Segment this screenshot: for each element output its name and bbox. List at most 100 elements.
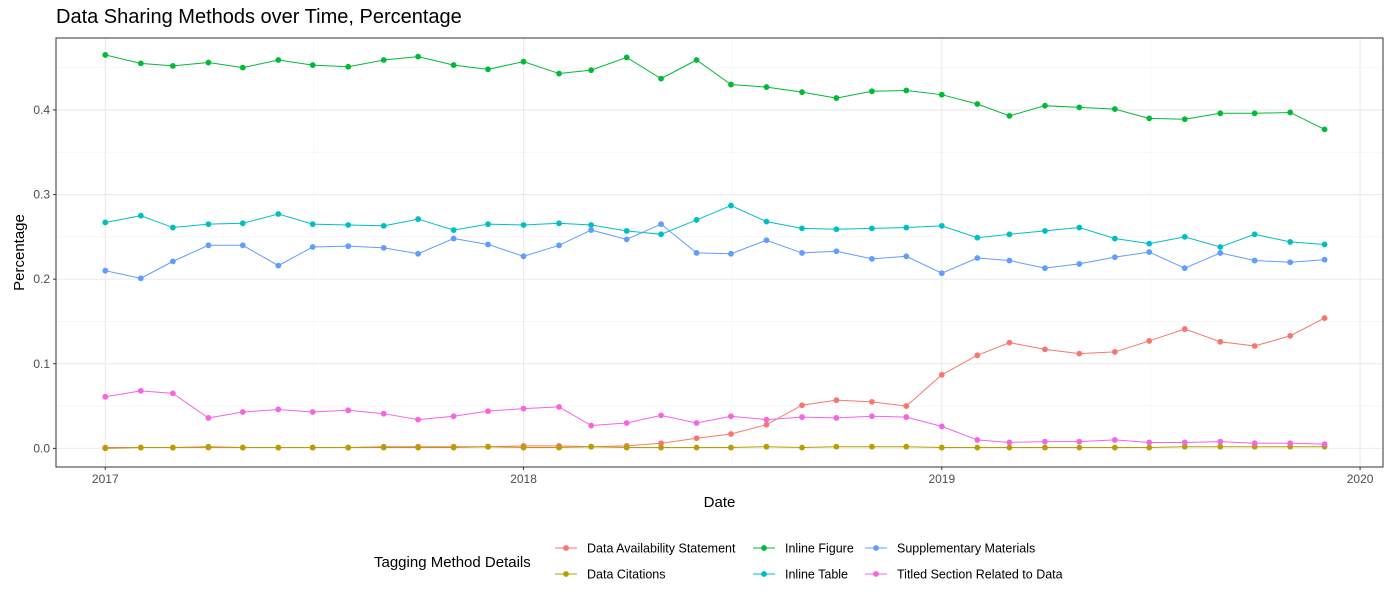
data-point: [520, 253, 527, 260]
data-point: [309, 62, 316, 68]
data-point: [1042, 265, 1048, 272]
data-point: [1006, 231, 1013, 238]
x-tick-label: 2017: [92, 472, 119, 486]
x-axis-title: Date: [704, 494, 736, 511]
data-point: [485, 443, 491, 450]
data-point: [974, 101, 981, 107]
legend-key-point: [761, 545, 767, 551]
data-point: [728, 202, 734, 209]
series-5: [102, 387, 1328, 448]
data-point: [693, 435, 700, 442]
data-point: [275, 211, 282, 217]
data-point: [1181, 326, 1188, 332]
data-point: [588, 222, 595, 228]
data-point: [345, 63, 352, 70]
data-point: [1251, 440, 1258, 447]
data-point: [1321, 441, 1328, 448]
data-point: [1042, 346, 1048, 353]
data-point: [833, 415, 840, 421]
data-point: [275, 57, 282, 63]
data-point: [588, 422, 595, 429]
data-point: [938, 91, 945, 98]
data-point: [974, 255, 981, 261]
chart-title: Data Sharing Methods over Time, Percenta…: [56, 6, 462, 28]
legend-item: Data Availability Statement: [555, 542, 736, 556]
legend-item: Supplementary Materials: [865, 542, 1035, 556]
legend-label: Inline Table: [785, 568, 848, 582]
data-point: [1251, 110, 1258, 117]
series-line: [105, 390, 1325, 445]
data-point: [799, 402, 805, 409]
data-point: [623, 236, 630, 243]
data-point: [1111, 437, 1118, 443]
data-point: [869, 225, 875, 232]
data-point: [1042, 102, 1048, 109]
data-point: [693, 444, 700, 451]
data-point: [1217, 110, 1224, 117]
data-point: [1006, 112, 1013, 119]
data-point: [1146, 240, 1153, 247]
data-point: [1287, 259, 1294, 266]
data-point: [239, 64, 246, 71]
legend-label: Titled Section Related to Data: [897, 568, 1063, 582]
data-point: [137, 60, 144, 67]
data-point: [903, 224, 910, 231]
data-point: [623, 54, 630, 61]
data-point: [556, 242, 562, 249]
data-point: [102, 219, 109, 226]
series-line: [105, 223, 1325, 279]
data-point: [763, 443, 770, 450]
data-point: [1321, 241, 1328, 248]
x-tick-label: 2018: [510, 472, 537, 486]
data-point: [833, 248, 840, 255]
data-point: [938, 444, 945, 451]
y-axis-title: Percentage: [11, 214, 28, 291]
legend-key-point: [761, 571, 767, 577]
data-point: [415, 53, 422, 60]
legend-item: Titled Section Related to Data: [865, 568, 1063, 582]
data-point: [415, 416, 422, 423]
data-point: [520, 222, 527, 228]
data-point: [1111, 444, 1118, 451]
data-point: [1321, 256, 1328, 263]
data-point: [275, 262, 282, 269]
data-point: [239, 409, 246, 415]
legend-label: Data Availability Statement: [587, 542, 736, 556]
data-point: [1217, 244, 1224, 250]
data-point: [556, 404, 562, 410]
data-point: [763, 421, 770, 428]
data-point: [205, 415, 212, 421]
data-point: [1217, 338, 1224, 345]
series-line: [105, 446, 1325, 449]
data-point: [415, 250, 422, 257]
data-point: [1251, 257, 1258, 264]
data-point: [205, 242, 212, 249]
data-point: [102, 445, 109, 452]
data-point: [658, 75, 664, 82]
data-point: [239, 242, 246, 249]
data-point: [1111, 254, 1118, 261]
data-point: [380, 444, 387, 451]
data-point: [1042, 444, 1048, 451]
data-point: [869, 413, 875, 420]
data-point: [693, 420, 700, 426]
data-point: [763, 416, 770, 423]
data-point: [485, 66, 491, 73]
data-point: [205, 59, 212, 66]
data-point: [833, 443, 840, 450]
data-point: [205, 443, 212, 450]
data-point: [799, 250, 805, 256]
data-point: [1076, 438, 1083, 445]
data-point: [1251, 343, 1258, 349]
data-point: [693, 217, 700, 223]
data-point: [903, 403, 910, 409]
data-point: [588, 67, 595, 74]
data-point: [1076, 104, 1083, 111]
data-point: [169, 258, 176, 265]
data-point: [415, 444, 422, 451]
data-point: [728, 81, 734, 88]
data-point: [345, 243, 352, 250]
data-point: [658, 221, 664, 228]
